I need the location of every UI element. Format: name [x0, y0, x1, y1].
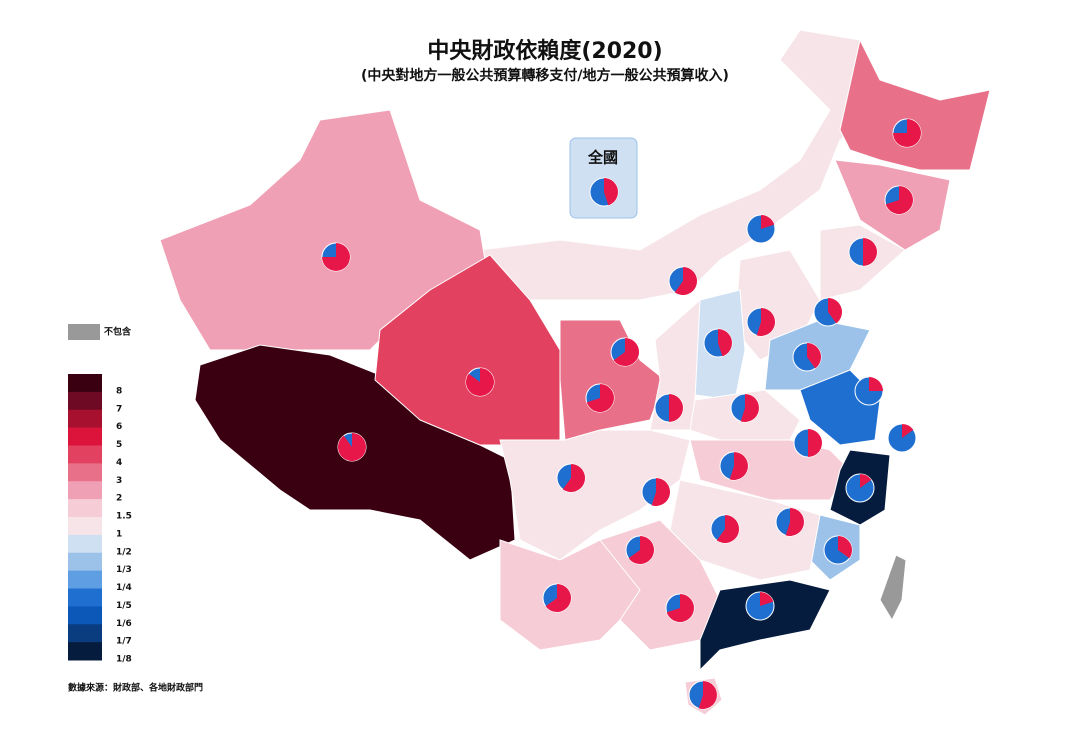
legend-swatch — [68, 552, 102, 572]
legend-label: 5 — [116, 440, 122, 450]
legend-swatch — [68, 534, 102, 554]
national-label: 全國 — [587, 149, 618, 167]
pie-wedge — [838, 536, 852, 559]
pie-wedge — [562, 464, 586, 493]
legend-swatch — [68, 374, 102, 393]
legend-swatch — [68, 606, 102, 625]
pie-wedge — [669, 394, 683, 422]
legend-swatch — [68, 570, 102, 589]
legend-label: 1/6 — [116, 619, 132, 629]
pie-wedge — [807, 343, 822, 369]
source: 數據來源：財政部、各地財政部門 — [68, 682, 203, 694]
pie-wedge — [698, 681, 717, 709]
pie-wedge — [718, 329, 732, 357]
pie-wedge — [651, 478, 671, 507]
pie-wedge — [885, 186, 913, 215]
pie-wedge — [545, 584, 571, 613]
region — [559, 319, 666, 441]
pie-wedge — [337, 433, 366, 462]
legend-label: 1/2 — [116, 547, 132, 557]
pie-wedge — [628, 536, 655, 565]
pie-wedge — [869, 377, 883, 391]
legend-label: 2 — [116, 494, 122, 504]
legend-label: 1/5 — [116, 601, 132, 611]
pie-wedge — [716, 515, 739, 543]
legend-swatch — [68, 481, 102, 500]
legend-label: 6 — [116, 422, 122, 432]
provinces — [159, 29, 991, 716]
pie-wedge — [863, 238, 877, 266]
pies — [321, 118, 922, 710]
pie-wedge — [808, 429, 822, 457]
pie-wedge — [761, 214, 775, 229]
legend-label: 8 — [116, 386, 122, 396]
pie-wedge — [322, 243, 350, 271]
pie-wedge — [740, 394, 760, 422]
pie-wedge — [466, 368, 495, 396]
legend-label: 1/8 — [116, 655, 132, 665]
legend-swatch — [68, 427, 102, 446]
pie-wedge — [586, 384, 615, 413]
pie-wedge — [828, 298, 842, 324]
pie-wedge — [893, 119, 921, 147]
pie-wedge — [760, 592, 774, 606]
legend-swatch — [68, 642, 102, 661]
region — [699, 579, 831, 672]
legend-label: 3 — [116, 476, 122, 486]
legend: 8 7 6 5 4 3 2 1.5 1 1/2 1/3 1/4 1/5 1/6 1/7 1/8 — [68, 374, 132, 665]
legend-label: 1 — [116, 529, 122, 539]
region — [839, 38, 991, 171]
legend-label: 1.5 — [116, 512, 132, 522]
pie-wedge — [604, 178, 619, 206]
legend-swatch — [68, 517, 102, 536]
legend-swatch — [68, 445, 102, 464]
legend-label: 7 — [116, 404, 122, 414]
pie-wedge — [613, 338, 639, 367]
legend-swatch — [68, 499, 102, 518]
pie-wedge — [666, 594, 695, 623]
pie-wedge — [674, 267, 697, 296]
legend-swatch — [68, 463, 102, 482]
legend-excluded-swatch — [68, 324, 100, 340]
pie-wedge — [902, 423, 914, 438]
legend-label: 1/7 — [116, 637, 132, 647]
legend-swatch — [68, 624, 102, 643]
taiwan — [879, 554, 907, 622]
legend-swatch — [68, 588, 102, 607]
title: 中央財政依賴度(2020) — [427, 38, 662, 64]
pie-wedge — [785, 508, 804, 536]
legend-excluded-label: 不包含 — [104, 326, 132, 338]
pie-wedge — [860, 474, 872, 488]
legend-swatch — [68, 409, 102, 429]
pie-wedge — [729, 452, 749, 481]
subtitle: (中央對地方一般公共預算轉移支付/地方一般公共預算收入) — [361, 67, 729, 84]
legend-label: 4 — [116, 458, 122, 468]
pie-wedge — [756, 308, 776, 336]
legend-label: 1/3 — [116, 565, 132, 575]
legend-label: 1/4 — [116, 583, 132, 593]
legend-swatch — [68, 391, 102, 411]
